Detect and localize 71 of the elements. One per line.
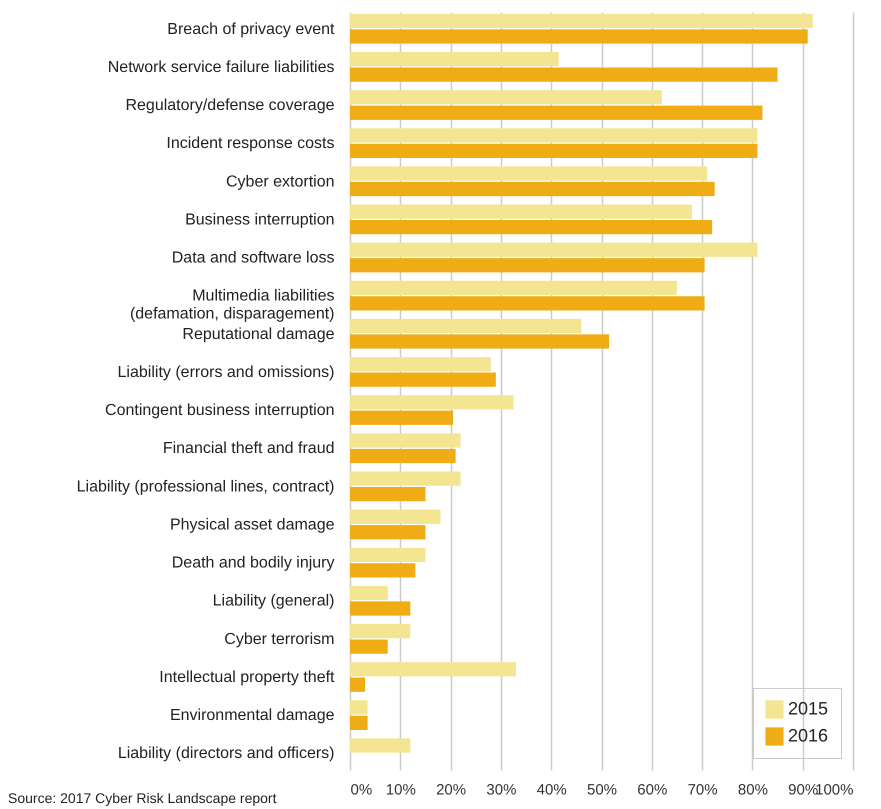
- bar: [350, 166, 708, 181]
- y-tick-label: Data and software loss: [172, 250, 334, 267]
- y-tick-label: Breach of privacy event: [167, 20, 336, 38]
- bar: [350, 586, 388, 600]
- bar: [350, 204, 692, 219]
- y-tick-label: Intellectual property theft: [159, 668, 336, 686]
- bar: [350, 128, 758, 143]
- x-tick-label: 20%: [436, 782, 466, 798]
- y-tick-label: Liability (errors and omissions): [118, 364, 334, 381]
- bar: [350, 548, 426, 562]
- bar: [350, 334, 610, 349]
- x-tick-label: 40%: [536, 782, 567, 798]
- bar: [350, 471, 461, 486]
- x-tick-label: 0%: [350, 782, 372, 798]
- bar: [350, 68, 778, 82]
- y-tick-label: Financial theft and fraud: [162, 440, 334, 458]
- y-tick-label: Cyber terrorism: [224, 630, 334, 648]
- bar: [350, 258, 705, 272]
- bar: [350, 486, 426, 502]
- bar: [350, 700, 368, 714]
- bar: [350, 182, 715, 196]
- y-tick-label: Business interruption: [185, 211, 334, 228]
- bar: [350, 433, 461, 448]
- bar: [350, 296, 705, 311]
- bar: [350, 106, 762, 120]
- y-tick-label: Physical asset damage: [170, 516, 335, 534]
- y-tick-label: Contingent business interruption: [105, 402, 334, 420]
- bar: [350, 395, 514, 410]
- y-tick-label: Death and bodily injury: [172, 554, 334, 572]
- y-tick-label: Reputational damage: [182, 326, 335, 343]
- bar: [350, 601, 410, 616]
- bar: [350, 280, 677, 296]
- y-tick-label: Incident response costs: [166, 135, 334, 152]
- y-tick-label: Liability (general): [212, 592, 334, 610]
- y-tick-label: Liability (professional lines, contract): [76, 478, 334, 496]
- x-tick-label: 70%: [688, 782, 718, 798]
- bar: [350, 639, 388, 654]
- bar: [350, 90, 662, 104]
- bar: [350, 510, 441, 524]
- bar: [350, 144, 758, 158]
- y-tick-label: Multimedia liabilities (defamation, disparagement): [130, 288, 334, 323]
- y-tick-label: Liability (directors and officers): [118, 745, 334, 762]
- bar: [350, 448, 456, 464]
- x-tick-label: 80%: [738, 782, 768, 798]
- bar: [350, 410, 454, 425]
- bar: [350, 662, 516, 676]
- x-tick-label: 10%: [386, 782, 416, 798]
- bar: [350, 220, 712, 234]
- bar: [350, 52, 559, 66]
- bar: [350, 563, 416, 578]
- y-tick-label: Environmental damage: [170, 707, 335, 724]
- x-tick-label: 60%: [637, 782, 668, 798]
- legend-label: 2016: [788, 726, 828, 746]
- x-tick-label: 30%: [486, 782, 516, 798]
- bar: [350, 624, 410, 638]
- bar: [350, 14, 813, 28]
- source-note: Source: 2017 Cyber Risk Landscape report: [8, 790, 276, 806]
- bar: [350, 525, 426, 540]
- y-tick-label: Regulatory/defense coverage: [125, 97, 335, 114]
- bar: [350, 242, 758, 257]
- bar: [350, 318, 582, 334]
- bar: [350, 716, 368, 730]
- y-tick-label: Cyber extortion: [226, 173, 334, 190]
- bar: [350, 678, 366, 692]
- bar: [350, 29, 808, 44]
- legend-label: 2015: [788, 698, 828, 718]
- y-tick-label: Network service failure liabilities: [108, 58, 334, 76]
- x-tick-label: 50%: [586, 782, 618, 798]
- bar: [350, 372, 496, 387]
- bar: [350, 738, 410, 753]
- bar: [350, 357, 491, 372]
